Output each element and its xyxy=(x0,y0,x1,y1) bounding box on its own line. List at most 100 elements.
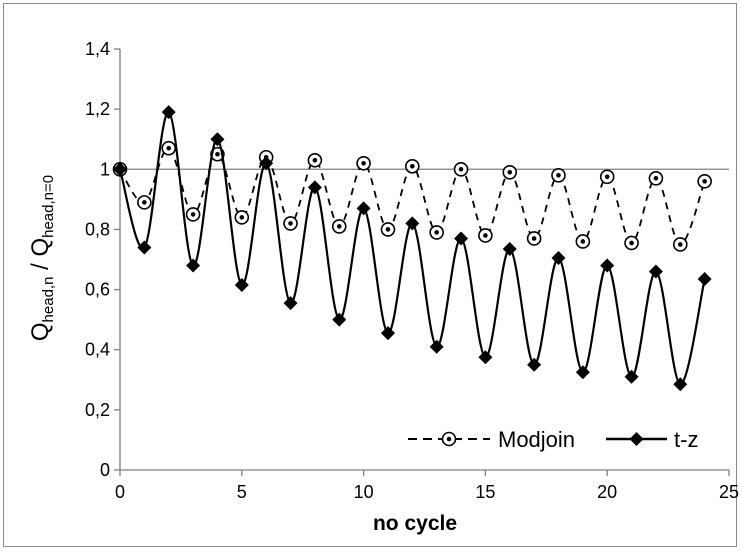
y-tick-label: 0,8 xyxy=(85,219,110,239)
marker-dot xyxy=(434,230,439,235)
marker-dot xyxy=(215,151,220,157)
series-line xyxy=(118,111,706,386)
data-point xyxy=(259,156,274,171)
data-point xyxy=(137,240,152,255)
data-point xyxy=(356,201,371,216)
y-axis-label-subscript: head,n xyxy=(40,277,57,323)
marker-dot xyxy=(507,169,513,175)
y-tick-label: 1,2 xyxy=(85,99,110,119)
data-point xyxy=(599,169,615,185)
x-tick-label: 20 xyxy=(597,482,617,502)
data-point xyxy=(697,174,712,189)
data-point xyxy=(185,207,201,222)
x-tick-label: 15 xyxy=(475,482,495,502)
data-point xyxy=(672,237,688,252)
legend-item: Modjoin xyxy=(408,427,575,452)
series-layer xyxy=(112,105,712,392)
marker-dot xyxy=(556,173,561,178)
data-point xyxy=(575,365,590,380)
y-tick-label: 0,4 xyxy=(85,340,110,360)
x-tick-label: 10 xyxy=(354,482,374,502)
data-point xyxy=(502,241,517,256)
marker-dot xyxy=(677,242,683,247)
y-axis-label-part: Q xyxy=(27,322,54,341)
data-point xyxy=(186,258,201,273)
x-tick-label: 5 xyxy=(237,482,247,502)
marker-dot xyxy=(410,163,415,169)
data-point xyxy=(405,158,420,174)
data-point xyxy=(600,258,615,273)
marker-dot xyxy=(385,227,391,232)
data-point xyxy=(234,210,250,225)
data-point xyxy=(356,155,371,171)
marker-dot xyxy=(580,239,586,244)
chart-frame xyxy=(3,3,737,547)
legend-marker xyxy=(441,431,457,447)
y-axis-label-part: / Q xyxy=(27,238,54,277)
x-tick-label: 25 xyxy=(719,482,739,502)
marker-dot xyxy=(483,233,488,238)
legend-marker xyxy=(629,432,644,446)
marker-dot xyxy=(702,179,707,184)
data-point xyxy=(648,171,664,186)
data-point xyxy=(575,234,591,249)
data-point xyxy=(527,357,542,372)
data-point xyxy=(453,161,469,177)
marker-dot xyxy=(604,174,610,180)
data-point xyxy=(332,312,347,327)
data-point xyxy=(478,350,493,365)
data-point xyxy=(502,164,518,180)
data-point xyxy=(161,105,176,120)
series-modjoin xyxy=(112,140,712,252)
marker-dot xyxy=(336,224,342,229)
axes-layer: 0 0,2 0,4 0,6 0,8 1 1,2 1,4 0 5 10 15 20 25 xyxy=(85,39,739,502)
data-point xyxy=(137,195,152,210)
marker-dot xyxy=(629,240,634,246)
data-point xyxy=(283,296,298,311)
data-point xyxy=(307,152,323,168)
marker-dot xyxy=(531,236,537,241)
marker-dot xyxy=(653,176,659,181)
marker-dot xyxy=(458,166,464,172)
data-point xyxy=(697,272,712,287)
marker-dot xyxy=(239,215,245,220)
data-point xyxy=(405,216,420,231)
data-point xyxy=(234,278,249,293)
data-point xyxy=(161,140,177,156)
data-point xyxy=(551,168,566,183)
legend-label: Modjoin xyxy=(498,427,575,452)
y-axis-label: Qhead,n / Qhead,n=0 xyxy=(27,175,57,341)
data-point xyxy=(429,339,444,354)
data-point xyxy=(380,222,396,237)
data-point xyxy=(210,132,225,147)
marker-dot xyxy=(361,160,366,166)
y-tick-label: 1,4 xyxy=(85,39,110,59)
data-point xyxy=(624,235,639,251)
y-axis-label-subscript: head,n=0 xyxy=(40,175,57,238)
data-point xyxy=(429,225,444,240)
x-tick-label: 0 xyxy=(115,482,125,502)
data-point xyxy=(673,377,688,392)
marker-dot xyxy=(166,145,172,151)
data-point xyxy=(526,231,542,246)
marker-dot xyxy=(190,212,196,217)
marker-dot xyxy=(312,157,318,163)
marker-dot xyxy=(142,200,147,205)
data-point xyxy=(113,162,127,177)
data-point xyxy=(307,180,322,195)
x-axis-label: no cycle xyxy=(373,512,457,535)
y-tick-label: 0 xyxy=(100,460,110,480)
y-tick-label: 0,2 xyxy=(85,400,110,420)
legend-item: t-z xyxy=(606,427,698,452)
legend-label: t-z xyxy=(674,427,698,452)
y-tick-label: 1 xyxy=(100,159,110,179)
series-t-z xyxy=(113,105,712,392)
data-point xyxy=(478,228,493,243)
data-point xyxy=(648,264,663,279)
y-tick-label: 0,6 xyxy=(85,280,110,300)
data-point xyxy=(551,250,566,265)
legend: Modjoin t-z xyxy=(408,427,698,452)
marker-dot xyxy=(446,436,452,442)
data-point xyxy=(380,326,395,341)
